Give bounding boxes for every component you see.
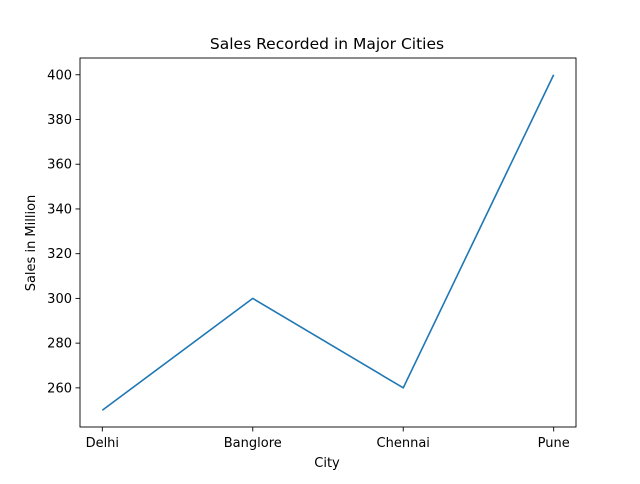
axes: Delhi Banglore Chennai Pune 260 280 300 320 340 3…	[47, 57, 577, 451]
y-tick-label-1: 280	[47, 337, 72, 352]
y-tick-label-6: 380	[47, 113, 72, 128]
y-tick-label-2: 300	[47, 292, 72, 307]
series-layer	[101, 74, 555, 411]
y-tick-label-0: 260	[47, 381, 72, 396]
x-tick-label-3: Pune	[538, 436, 570, 451]
y-axis-label: Sales in Million	[24, 195, 39, 292]
y-tick-label-7: 400	[47, 68, 72, 83]
y-tick-label-4: 340	[47, 202, 72, 217]
y-tick-label-3: 320	[47, 247, 72, 262]
x-tick-label-2: Chennai	[377, 436, 430, 451]
chart-title: Sales Recorded in Major Cities	[210, 35, 444, 53]
y-tick-label-5: 360	[47, 158, 72, 173]
x-tick-label-1: Banglore	[224, 436, 282, 451]
x-axis-label: City	[314, 456, 340, 471]
x-tick-label-0: Delhi	[86, 436, 119, 451]
series-line-0	[101, 74, 555, 411]
plot-frame	[79, 57, 577, 428]
